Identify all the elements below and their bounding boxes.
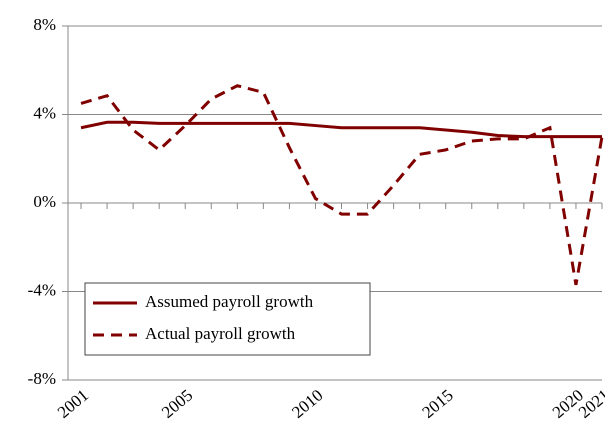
y-tick-label: 4% xyxy=(33,103,56,122)
series-line xyxy=(80,120,602,139)
x-tick-label: 2001 xyxy=(54,386,92,422)
legend-label: Assumed payroll growth xyxy=(145,292,314,311)
y-tick-label: -4% xyxy=(28,280,56,299)
series-line xyxy=(80,84,604,286)
legend-box xyxy=(84,282,371,356)
x-tick-label: 2015 xyxy=(419,386,457,422)
legend-label: Actual payroll growth xyxy=(145,324,296,343)
y-tick-label: 8% xyxy=(33,15,56,34)
y-tick-label: 0% xyxy=(33,192,56,211)
y-tick-label: -8% xyxy=(28,369,56,388)
x-tick-label: 2010 xyxy=(288,386,326,422)
x-tick-label: 2005 xyxy=(158,386,196,422)
